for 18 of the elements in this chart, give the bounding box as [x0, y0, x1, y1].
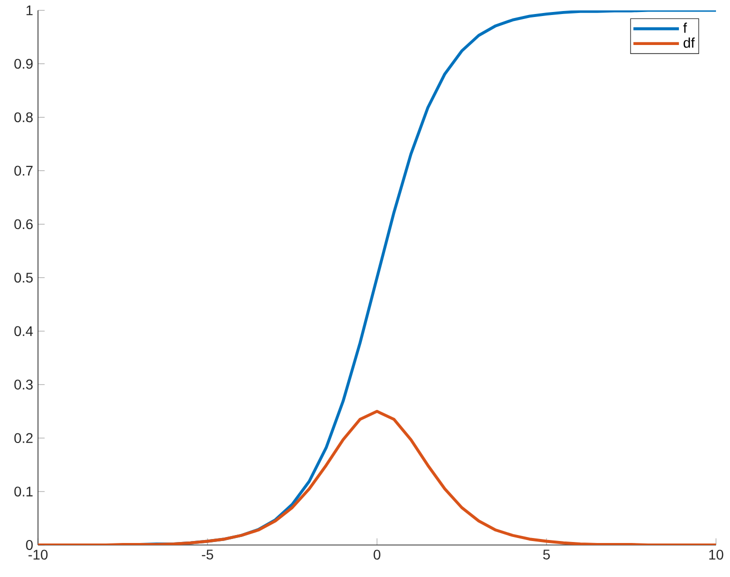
x-tick-label: -10 [28, 550, 48, 560]
x-tick-label: 0 [374, 550, 380, 560]
y-tick-label: 0.6 [14, 219, 33, 230]
y-tick-label: 0.5 [14, 272, 33, 283]
legend-label: f [683, 22, 687, 33]
y-tick-label: 0.3 [14, 380, 33, 390]
y-tick-label: 0.8 [14, 112, 33, 122]
x-tick-label: 5 [543, 550, 550, 560]
y-tick-label: 0.1 [14, 486, 33, 496]
y-tick-label: 0.9 [14, 58, 33, 69]
y-tick-label: 0.7 [14, 166, 33, 176]
y-tick-label: 0.2 [14, 433, 33, 444]
x-tick-label: 10 [709, 550, 724, 560]
legend-label: df [684, 37, 695, 48]
y-tick-label: 0.4 [14, 326, 33, 336]
x-tick-label: -5 [202, 550, 214, 560]
y-tick-label: 0 [26, 540, 33, 550]
y-tick-label: 1 [26, 6, 33, 16]
